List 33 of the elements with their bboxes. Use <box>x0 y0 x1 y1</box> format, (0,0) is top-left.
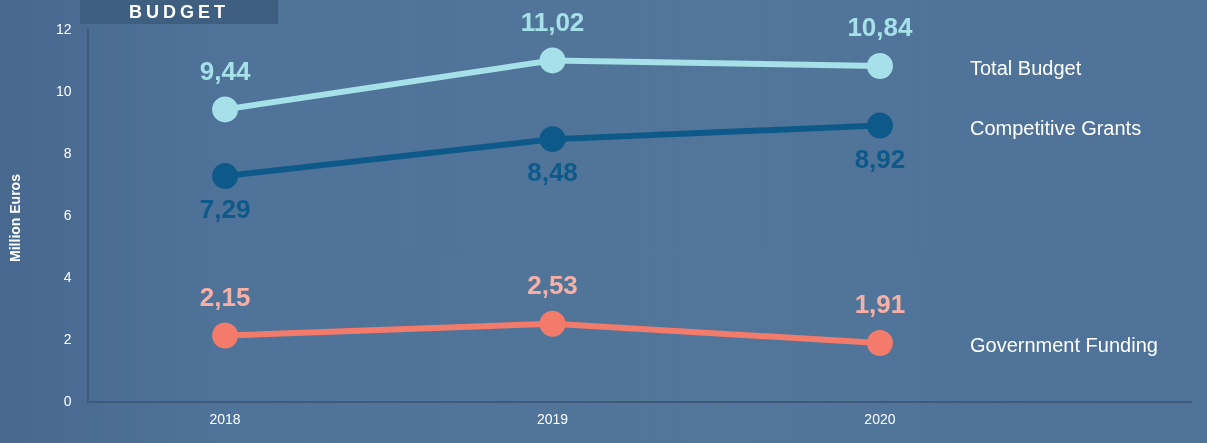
point <box>866 52 893 79</box>
point <box>212 322 239 349</box>
text: Government Funding <box>970 334 1158 357</box>
y-tick-label: 4 <box>63 268 72 285</box>
point <box>539 126 566 153</box>
y-tick-label: 6 <box>63 206 72 223</box>
y-tick-label: 12 <box>55 20 72 37</box>
data-label: 10,84 <box>847 12 914 43</box>
y-tick-label: 2 <box>63 331 72 348</box>
point <box>866 329 893 356</box>
data-label: 7,29 <box>199 194 251 225</box>
data-label: 8,92 <box>854 143 906 174</box>
text: Total Budget <box>970 57 1082 80</box>
point <box>212 96 239 123</box>
x-tick-label: 2018 <box>209 411 241 428</box>
x-tick-label: 2020 <box>864 411 896 428</box>
y-tick-label: 0 <box>63 393 72 410</box>
data-label: 11,02 <box>520 6 585 37</box>
x-tick-label: 2019 <box>536 411 569 428</box>
y-axis-title: Million Euros <box>7 173 23 264</box>
data-label: 8,48 <box>527 157 578 188</box>
point <box>539 47 566 74</box>
y-tick-label: 10 <box>55 82 72 99</box>
chart-title: BUDGET <box>80 0 278 24</box>
point <box>212 163 239 190</box>
text: Competitive Grants <box>970 117 1142 140</box>
data-label: 2,53 <box>527 269 578 300</box>
data-label: 9,44 <box>199 55 251 86</box>
data-label: 2,15 <box>199 281 251 312</box>
point <box>866 112 893 139</box>
y-tick-label: 8 <box>63 144 72 161</box>
data-label: 1,91 <box>854 289 906 320</box>
point <box>539 310 566 337</box>
